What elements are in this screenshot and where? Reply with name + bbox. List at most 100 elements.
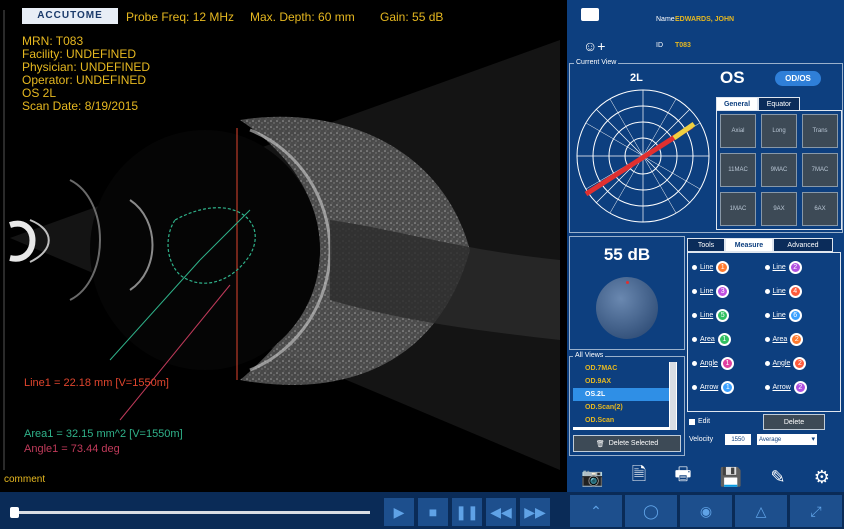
rewind-button[interactable]: ◀◀ — [486, 498, 516, 526]
list-item[interactable]: OD.7MAC — [573, 362, 669, 375]
measure-tool-angle-2[interactable]: Angle 2 — [764, 353, 838, 373]
view-7mac-button[interactable]: 7MAC — [802, 153, 838, 187]
measure-tool-arrow-2[interactable]: Arrow 2 — [764, 377, 838, 397]
cine-slider[interactable] — [10, 507, 370, 518]
edit-checkbox[interactable]: Edit — [689, 418, 710, 425]
velocity-input[interactable]: 1550 — [725, 434, 751, 445]
name-label: Name — [656, 16, 675, 23]
all-views-list[interactable]: OD.7MAC OD.9AX OS.2L OD.Scan(2) OD.Scan — [573, 362, 677, 430]
operator-text: Operator: UNDEFINED — [22, 73, 147, 87]
ultrasound-image[interactable]: ACCUTOME Probe Freq: 12 MHz Max. Depth: … — [0, 0, 565, 492]
list-scrollbar[interactable] — [670, 362, 676, 430]
probe-icon[interactable]: ◉ — [680, 495, 732, 527]
view-9mac-button[interactable]: 9MAC — [761, 153, 797, 187]
measure-tools-grid: Line 1 Line 2 Line 3 Line 4 Line 5 Line 6 Area 1 Area 2… — [692, 257, 837, 397]
measure-tool-line-1[interactable]: Line 1 — [692, 257, 765, 277]
ultrasound-scan-graphic — [3, 10, 560, 470]
radio-icon — [692, 264, 697, 270]
line1-measurement: Line1 = 22.18 mm [V=1550m] — [24, 377, 169, 389]
scan-up-button[interactable]: ⌃ — [570, 495, 622, 527]
gain-knob-marker — [626, 281, 629, 284]
measure-tool-number: 2 — [793, 380, 807, 394]
pause-button[interactable]: ❚❚ — [452, 498, 482, 526]
view-11mac-button[interactable]: 11MAC — [720, 153, 756, 187]
view-9ax-button[interactable]: 9AX — [761, 192, 797, 226]
radio-icon — [764, 264, 770, 270]
gain-panel: 55 dB — [569, 236, 685, 350]
gear-icon[interactable]: ⚙ — [813, 466, 830, 487]
radio-icon — [764, 288, 770, 294]
list-item[interactable]: OD.9AX — [573, 375, 669, 388]
camera-icon[interactable]: 📷 — [581, 466, 604, 487]
tab-tools[interactable]: Tools — [687, 238, 725, 252]
fullscreen-icon[interactable]: ⤢ — [790, 495, 842, 527]
measure-tool-label: Line — [772, 287, 786, 295]
print-icon[interactable]: 🖶 — [674, 464, 692, 484]
list-item-selected[interactable]: OS.2L — [573, 388, 669, 401]
delete-selected-button[interactable]: 🗑 Delete Selected — [573, 435, 681, 452]
measure-tool-line-5[interactable]: Line 5 — [692, 305, 765, 325]
view-6ax-button[interactable]: 6AX — [802, 192, 838, 226]
measure-tool-number: 1 — [720, 356, 734, 370]
measure-tool-line-6[interactable]: Line 6 — [764, 305, 838, 325]
measure-tool-label: Line — [772, 263, 786, 271]
patient-name-value[interactable]: EDWARDS, JOHN — [675, 16, 735, 23]
radio-icon — [692, 384, 697, 390]
view-trans-button[interactable]: Trans — [802, 114, 838, 148]
measure-tool-line-3[interactable]: Line 3 — [692, 281, 765, 301]
measure-tool-line-4[interactable]: Line 4 — [764, 281, 838, 301]
view-1mac-button[interactable]: 1MAC — [720, 192, 756, 226]
comment-label[interactable]: comment — [4, 474, 46, 485]
measure-tool-area-1[interactable]: Area 1 — [692, 329, 765, 349]
current-view-panel: Current View 2L OS OD/OS General Equator… — [569, 59, 843, 233]
folder-icon[interactable] — [581, 8, 599, 21]
angle1-measurement: Angle1 = 73.44 deg — [24, 443, 120, 455]
eye-model-icon[interactable]: △ — [735, 495, 787, 527]
document-icon[interactable]: 🗎 — [631, 464, 647, 484]
radio-icon — [764, 336, 770, 342]
trash-icon: 🗑 — [595, 440, 605, 448]
scan-mode-button[interactable]: ◯ — [625, 495, 677, 527]
velocity-mode-select[interactable]: Average ▾ — [757, 434, 817, 445]
measure-tool-label: Area — [700, 335, 715, 343]
list-item[interactable]: OD.Scan — [573, 414, 669, 427]
list-item[interactable]: OD.Scan(2) — [573, 401, 669, 414]
delete-selected-label: Delete Selected — [608, 440, 659, 447]
gain-label: Gain: 55 dB — [380, 10, 444, 24]
view-text: OS 2L — [22, 86, 57, 100]
clock-position-diagram[interactable] — [574, 86, 712, 226]
stop-button[interactable]: ■ — [418, 498, 448, 526]
radio-icon — [692, 360, 697, 366]
delete-button[interactable]: Delete — [763, 414, 825, 430]
play-button[interactable]: ▶ — [384, 498, 414, 526]
gain-knob[interactable] — [596, 277, 658, 339]
measure-tool-number: 2 — [788, 260, 802, 274]
view-button-grid: Axial Long Trans 11MAC 9MAC 7MAC 1MAC 9A… — [716, 110, 842, 230]
patient-id-value[interactable]: T083 — [675, 42, 691, 49]
radio-icon — [764, 360, 770, 366]
tab-equator[interactable]: Equator — [758, 97, 800, 111]
cine-slider-handle[interactable] — [10, 507, 19, 518]
tab-general[interactable]: General — [716, 97, 758, 111]
current-view-title: Current View — [574, 59, 619, 66]
measure-tool-line-2[interactable]: Line 2 — [764, 257, 838, 277]
tab-advanced[interactable]: Advanced — [773, 238, 833, 252]
measure-tool-arrow-1[interactable]: Arrow 1 — [692, 377, 765, 397]
save-icon[interactable]: 💾 — [719, 466, 743, 487]
playback-bar: ▶ ■ ❚❚ ◀◀ ▶▶ ⌃ ◯ ◉ △ ⤢ — [0, 492, 844, 529]
view-axial-button[interactable]: Axial — [720, 114, 756, 148]
measure-tool-label: Line — [700, 287, 714, 295]
toolbar: 📷 🗎 🖶 💾 ✎ ⚙ — [567, 462, 844, 492]
accutome-logo: ACCUTOME — [22, 8, 118, 24]
measure-tool-number: 6 — [788, 308, 802, 322]
measure-tool-angle-1[interactable]: Angle 1 — [692, 353, 765, 373]
od-os-toggle-button[interactable]: OD/OS — [775, 71, 821, 86]
view-long-button[interactable]: Long — [761, 114, 797, 148]
measure-tool-area-2[interactable]: Area 2 — [764, 329, 838, 349]
fast-forward-button[interactable]: ▶▶ — [520, 498, 550, 526]
measure-tool-label: Area — [772, 335, 788, 343]
pen-icon[interactable]: ✎ — [770, 466, 786, 487]
tab-measure[interactable]: Measure — [725, 238, 773, 252]
facility-text: Facility: UNDEFINED — [22, 47, 137, 61]
add-user-icon[interactable]: ☺+ — [583, 38, 606, 54]
